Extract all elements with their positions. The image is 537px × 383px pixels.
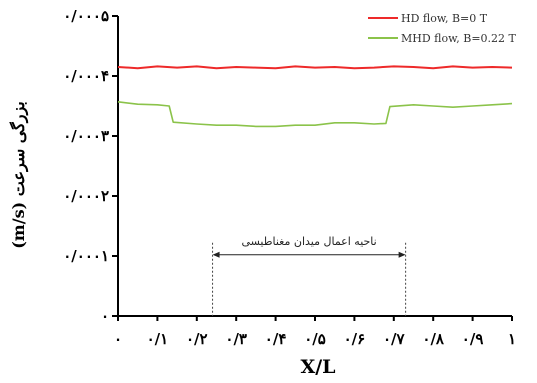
x-tick-label: ۰/۸ bbox=[422, 330, 445, 348]
x-axis-title: X/L bbox=[300, 356, 335, 378]
y-ticks: ۰ ۰/۰۰۰۱ ۰/۰۰۰۲ ۰/۰۰۰۳ ۰/۰۰۰۴ ۰/۰۰۰۵ bbox=[63, 7, 118, 325]
x-tick-label: ۰/۶ bbox=[344, 330, 366, 348]
region-annotation-label: ناحیه اعمال میدان مغناطیسی bbox=[241, 235, 376, 248]
y-tick-label: ۰/۰۰۰۳ bbox=[63, 127, 109, 145]
x-tick-label: ۰/۹ bbox=[462, 330, 484, 348]
x-tick-label: ۰/۴ bbox=[265, 330, 287, 348]
x-tick-label: ۰/۲ bbox=[186, 330, 208, 348]
series-line-mhd-flow bbox=[117, 101, 513, 128]
region-arrow-left-head bbox=[212, 251, 220, 258]
y-tick-label: ۰ bbox=[101, 307, 109, 325]
x-tick-label: ۰/۵ bbox=[304, 330, 326, 348]
y-tick-label: ۰/۰۰۰۱ bbox=[63, 247, 109, 265]
x-tick-label: ۰ bbox=[114, 330, 122, 348]
region-arrow-right-head bbox=[398, 251, 406, 258]
series-layer bbox=[117, 65, 513, 128]
legend: HD flow, B=0 T MHD flow, B=0.22 T bbox=[368, 12, 517, 45]
x-tick-label: ۰/۷ bbox=[383, 330, 406, 348]
series-line-hd-flow bbox=[117, 65, 513, 70]
y-tick-label: ۰/۰۰۰۴ bbox=[63, 67, 109, 85]
y-tick-label: ۰/۰۰۰۵ bbox=[63, 7, 109, 25]
y-axis-title: بزرگی سرعت (m/s) bbox=[9, 101, 29, 249]
plot-area bbox=[117, 16, 512, 317]
x-tick-label: ۱ bbox=[508, 330, 516, 348]
x-ticks: ۰ ۰/۱ ۰/۲ ۰/۳ ۰/۴ ۰/۵ ۰/۶ ۰/۷ ۰/۸ ۰/۹ ۱ bbox=[114, 316, 516, 348]
x-tick-label: ۰/۱ bbox=[147, 330, 169, 348]
annotation-layer: ناحیه اعمال میدان مغناطیسی bbox=[212, 235, 407, 316]
legend-label: HD flow, B=0 T bbox=[401, 12, 488, 25]
x-tick-label: ۰/۳ bbox=[225, 330, 247, 348]
legend-label: MHD flow, B=0.22 T bbox=[401, 32, 517, 45]
y-tick-label: ۰/۰۰۰۲ bbox=[63, 187, 109, 205]
